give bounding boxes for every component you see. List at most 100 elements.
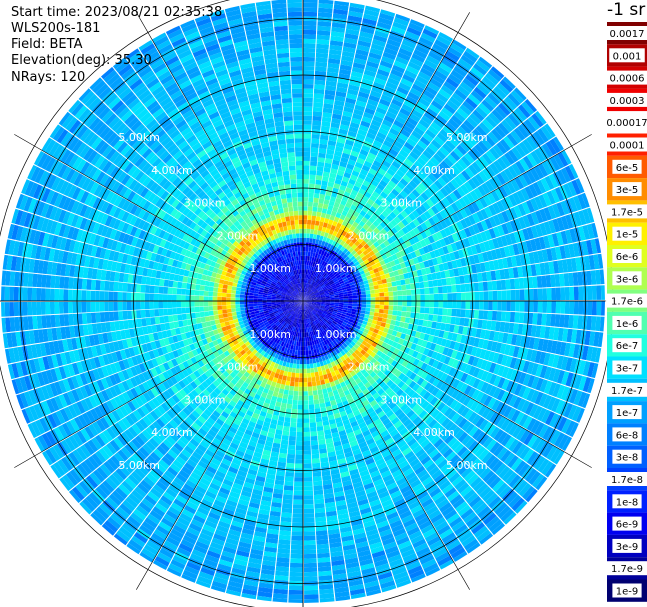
data-cell xyxy=(363,69,377,78)
data-cell xyxy=(353,166,362,173)
data-cell xyxy=(318,7,333,14)
data-cell xyxy=(534,89,549,104)
data-cell xyxy=(377,317,383,322)
data-cell xyxy=(312,211,317,217)
data-cell xyxy=(460,309,466,318)
data-cell xyxy=(404,69,418,80)
data-cell xyxy=(503,136,515,149)
data-cell xyxy=(518,104,531,119)
data-cell xyxy=(307,279,310,284)
data-cell xyxy=(585,448,597,465)
data-cell xyxy=(379,292,385,297)
data-cell xyxy=(445,194,455,205)
data-cell xyxy=(445,571,462,583)
data-cell xyxy=(391,98,403,108)
data-cell xyxy=(382,187,391,196)
data-cell xyxy=(367,256,374,263)
data-cell xyxy=(303,454,312,460)
data-cell xyxy=(445,77,459,89)
data-cell xyxy=(303,292,304,297)
data-cell xyxy=(304,589,319,595)
data-cell xyxy=(576,159,588,175)
data-cell xyxy=(360,240,367,247)
data-cell xyxy=(459,104,472,116)
data-cell xyxy=(338,203,345,210)
data-cell xyxy=(311,143,319,149)
data-cell xyxy=(324,281,329,285)
data-cell xyxy=(377,195,386,203)
data-cell xyxy=(511,163,522,176)
data-cell xyxy=(496,141,508,155)
data-cell xyxy=(438,301,444,308)
data-cell xyxy=(290,549,303,555)
data-cell xyxy=(478,282,484,292)
data-cell xyxy=(370,304,376,309)
data-cell xyxy=(465,15,482,28)
data-cell xyxy=(319,221,324,227)
data-cell xyxy=(288,604,303,607)
data-cell xyxy=(310,247,315,253)
data-cell xyxy=(332,220,338,227)
data-cell xyxy=(416,233,424,242)
data-cell xyxy=(338,269,344,275)
data-cell xyxy=(440,160,451,171)
data-cell xyxy=(369,194,377,202)
data-cell xyxy=(402,198,411,207)
data-cell xyxy=(309,363,314,369)
data-cell xyxy=(526,169,537,184)
data-cell xyxy=(310,280,314,285)
data-cell xyxy=(303,404,309,410)
data-cell xyxy=(305,293,309,298)
data-cell xyxy=(305,278,308,284)
data-cell xyxy=(303,115,312,121)
data-cell xyxy=(325,237,331,244)
data-cell xyxy=(392,64,406,74)
data-cell xyxy=(382,246,389,254)
data-cell xyxy=(298,395,303,401)
data-cell xyxy=(383,115,395,124)
data-cell xyxy=(323,167,331,173)
data-cell xyxy=(494,188,504,200)
data-cell xyxy=(315,52,329,59)
data-cell xyxy=(292,517,303,523)
data-cell xyxy=(305,341,308,347)
data-cell xyxy=(303,88,314,94)
data-cell xyxy=(414,143,425,153)
data-cell xyxy=(390,234,398,242)
data-cell xyxy=(430,578,447,590)
data-cell xyxy=(306,294,310,298)
data-cell xyxy=(413,9,429,20)
data-cell xyxy=(305,274,308,279)
data-cell xyxy=(420,93,433,104)
data-cell xyxy=(317,430,325,436)
data-cell xyxy=(417,195,426,204)
data-cell xyxy=(482,281,488,291)
data-cell xyxy=(312,271,316,277)
data-cell xyxy=(357,258,364,264)
data-cell xyxy=(310,435,318,441)
data-cell xyxy=(451,92,465,104)
data-cell xyxy=(303,97,313,103)
data-cell xyxy=(379,242,387,249)
data-cell xyxy=(400,210,409,219)
data-cell xyxy=(384,597,401,603)
data-cell xyxy=(326,76,338,83)
data-cell xyxy=(537,521,552,537)
data-cell xyxy=(440,58,455,70)
data-cell xyxy=(303,29,317,35)
data-cell xyxy=(353,269,360,275)
data-cell xyxy=(553,154,565,169)
data-cell xyxy=(372,247,379,254)
data-cell xyxy=(336,137,346,144)
data-cell xyxy=(306,288,310,293)
data-cell xyxy=(311,381,317,387)
data-cell xyxy=(404,240,412,248)
data-cell xyxy=(303,549,317,555)
data-cell xyxy=(556,470,569,486)
data-cell xyxy=(436,149,447,160)
data-cell xyxy=(564,301,570,314)
data-cell xyxy=(339,234,345,241)
data-cell xyxy=(522,155,534,170)
data-cell xyxy=(343,296,349,299)
data-cell xyxy=(524,98,538,113)
